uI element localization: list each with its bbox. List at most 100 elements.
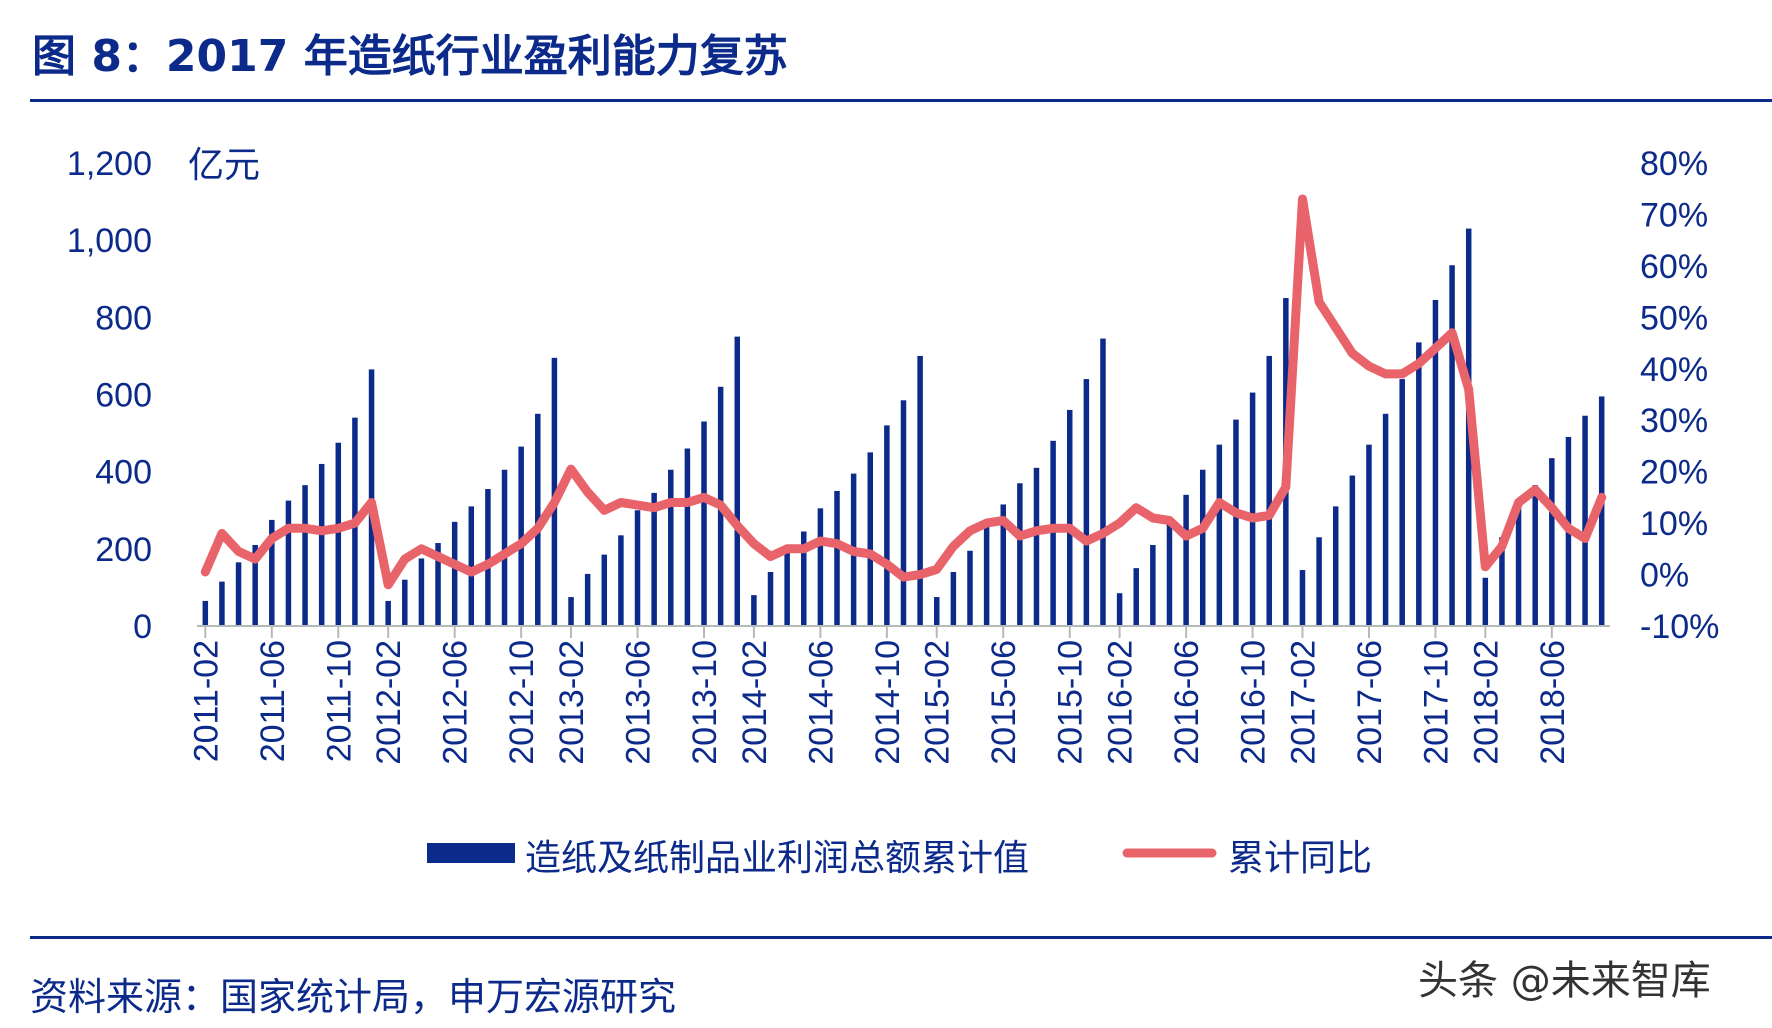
x-tick-label: 2017-06 — [1351, 640, 1389, 765]
x-tick-label: 2014-10 — [869, 640, 907, 765]
chart: 0 200 400 600 800 1,000 1,200 亿元 -10% 0% 10% 20% 3… — [67, 145, 1719, 879]
bar — [1150, 544, 1156, 626]
right-tick-label: 50% — [1640, 299, 1708, 337]
bar — [1233, 419, 1239, 626]
bar — [634, 510, 641, 626]
bar — [1449, 265, 1455, 626]
bar — [900, 400, 907, 626]
right-tick-label: 20% — [1640, 454, 1708, 492]
bar — [385, 600, 391, 626]
bar — [950, 571, 957, 626]
bar — [1549, 458, 1555, 626]
x-tick-label: 2013-10 — [686, 640, 724, 765]
left-axis-ticks: 0 200 400 600 800 1,000 1,200 — [67, 145, 152, 646]
bar — [269, 519, 275, 626]
right-tick-label: 80% — [1640, 145, 1708, 183]
left-tick-label: 200 — [95, 531, 152, 569]
bar — [1482, 577, 1489, 626]
left-tick-label: 0 — [133, 608, 152, 646]
bar — [834, 490, 840, 626]
line-series — [200, 194, 1607, 590]
bar — [568, 597, 574, 626]
x-tick-label: 2012-10 — [503, 640, 541, 765]
bar — [1183, 494, 1189, 626]
bar — [933, 597, 940, 626]
bar — [318, 463, 325, 626]
x-tick-label: 2011-10 — [320, 640, 358, 762]
right-tick-label: 0% — [1640, 557, 1689, 595]
legend-bar-label: 造纸及纸制品业利润总额累计值 — [525, 838, 1029, 879]
bar — [1366, 444, 1372, 626]
right-tick-label: 70% — [1640, 196, 1708, 234]
bar — [1100, 338, 1106, 626]
bar — [967, 550, 973, 626]
bar — [1316, 537, 1322, 626]
bar — [884, 425, 890, 626]
bar — [1066, 409, 1073, 626]
bar — [817, 508, 824, 626]
x-axis-ticks: 2011-02 2011-06 2011-10 2012-02 2012-06 2012-… — [187, 626, 1572, 765]
left-tick-label: 1,200 — [67, 145, 152, 183]
x-tick-label: 2015-02 — [919, 640, 957, 765]
x-tick-label: 2015-10 — [1052, 640, 1090, 765]
bar — [285, 500, 292, 626]
bar — [1349, 475, 1356, 626]
legend-line-label: 累计同比 — [1228, 838, 1372, 879]
bar — [668, 469, 674, 626]
bar — [701, 421, 707, 626]
bar — [1332, 506, 1339, 626]
bar — [1000, 504, 1006, 626]
bar — [1116, 593, 1123, 626]
x-tick-label: 2015-06 — [985, 640, 1023, 765]
left-axis-unit: 亿元 — [188, 145, 260, 186]
footer-divider — [30, 936, 1772, 939]
bar — [1299, 570, 1306, 626]
bar — [651, 492, 657, 626]
bar — [1432, 299, 1439, 626]
bar — [1083, 379, 1090, 626]
x-tick-label: 2012-02 — [370, 640, 408, 765]
x-tick-label: 2014-02 — [736, 640, 774, 765]
bar — [751, 595, 757, 626]
bar — [1166, 521, 1173, 626]
bar — [501, 469, 508, 626]
right-tick-label: 30% — [1640, 402, 1708, 440]
bar — [1050, 440, 1056, 626]
x-tick-label: 2013-02 — [553, 640, 591, 765]
bar — [535, 413, 541, 626]
bar — [302, 485, 308, 626]
bar — [1266, 355, 1272, 626]
bar — [618, 535, 624, 626]
bar — [485, 489, 491, 626]
right-tick-label: 10% — [1640, 505, 1708, 543]
bar — [1033, 467, 1040, 626]
legend-bar-swatch — [427, 843, 515, 863]
bar — [402, 579, 408, 626]
bar — [784, 552, 790, 626]
legend: 造纸及纸制品业利润总额累计值 累计同比 — [427, 838, 1372, 879]
page-title: 图 8：2017 年造纸行业盈利能力复苏 — [32, 31, 788, 82]
left-tick-label: 800 — [95, 299, 152, 337]
x-tick-label: 2016-10 — [1235, 640, 1273, 765]
x-tick-label: 2011-06 — [254, 640, 292, 762]
right-tick-label: -10% — [1640, 608, 1719, 646]
x-tick-label: 2016-06 — [1168, 640, 1206, 765]
bar — [551, 357, 558, 626]
left-tick-label: 600 — [95, 377, 152, 415]
x-tick-label: 2018-06 — [1534, 640, 1572, 765]
left-tick-label: 1,000 — [67, 222, 152, 260]
right-axis-ticks: -10% 0% 10% 20% 30% 40% 50% 60% 70% 80% — [1640, 145, 1719, 646]
bar — [418, 558, 425, 626]
right-tick-label: 60% — [1640, 248, 1708, 286]
bar — [468, 506, 475, 626]
bar — [368, 369, 375, 626]
x-tick-label: 2011-02 — [187, 640, 225, 762]
bar — [451, 521, 458, 626]
bar — [1515, 508, 1522, 626]
bar — [767, 571, 774, 626]
bar — [1017, 483, 1023, 626]
bar — [1416, 342, 1422, 626]
bar — [867, 452, 874, 626]
watermark: 头条 @未来智库 — [1418, 958, 1711, 1004]
bar — [801, 531, 807, 626]
